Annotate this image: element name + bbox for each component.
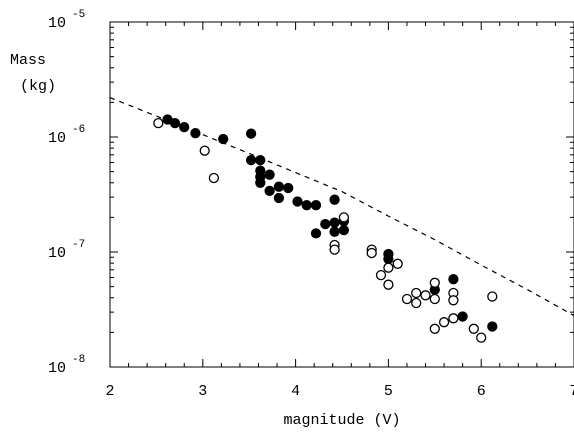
- open-data-point: [208, 172, 220, 184]
- filled-data-point: [255, 177, 266, 188]
- open-data-point: [487, 291, 498, 302]
- y-tick-label-exponent: -8: [72, 354, 85, 366]
- x-tick-label: 7: [569, 383, 574, 400]
- filled-data-point: [218, 133, 229, 145]
- open-data-point: [199, 145, 210, 156]
- open-data-point: [366, 247, 377, 259]
- open-data-point: [429, 293, 440, 305]
- filled-data-point: [245, 154, 257, 166]
- filled-data-point: [169, 117, 181, 129]
- open-data-point: [392, 258, 403, 269]
- open-data-point: [448, 313, 459, 324]
- y-tick-label: 10 -7: [48, 239, 85, 262]
- y-tick-label-base: 10: [48, 245, 66, 262]
- open-data-point: [448, 295, 459, 306]
- y-axis-label-line2: (kg): [20, 78, 56, 95]
- x-tick-label: 2: [105, 383, 114, 400]
- filled-data-point: [329, 217, 340, 228]
- filled-data-point: [329, 194, 340, 205]
- x-tick-label: 3: [198, 383, 207, 400]
- x-axis-label: magnitude (V): [283, 412, 400, 429]
- filled-data-point: [448, 274, 459, 285]
- filled-data-point: [273, 181, 285, 192]
- y-tick-label-base: 10: [48, 15, 66, 32]
- open-data-point: [383, 279, 394, 290]
- x-tick-labels: 2 3 4 5 6 7: [105, 383, 574, 400]
- data-points: [153, 114, 498, 343]
- filled-data-point: [320, 218, 331, 230]
- y-tick-label-exponent: -7: [72, 239, 85, 251]
- y-tick-label-exponent: -5: [72, 9, 85, 21]
- y-tick-labels: 10 -8 10 -7 10 -6 10 -5: [48, 9, 85, 377]
- x-tick-label: 5: [384, 383, 393, 400]
- filled-data-point: [329, 226, 340, 237]
- filled-data-point: [264, 169, 275, 180]
- open-data-point: [468, 323, 479, 334]
- y-tick-label: 10 -8: [48, 354, 85, 377]
- filled-data-point: [273, 192, 285, 204]
- open-data-point: [411, 287, 422, 299]
- filled-data-point: [383, 253, 394, 265]
- filled-data-point: [487, 321, 498, 332]
- open-data-point: [383, 262, 394, 273]
- y-tick-label: 10 -6: [48, 124, 85, 147]
- filled-data-point: [338, 224, 350, 236]
- filled-data-point: [179, 121, 190, 133]
- filled-data-point: [264, 185, 275, 197]
- open-data-point: [153, 117, 164, 129]
- open-data-point: [429, 323, 440, 334]
- filled-data-point: [457, 311, 468, 322]
- filled-data-point: [292, 196, 303, 207]
- open-data-point: [338, 212, 350, 223]
- filled-data-point: [190, 128, 201, 139]
- open-data-point: [375, 269, 387, 281]
- y-axis-label-line1: Mass: [10, 52, 46, 69]
- plot-frame: [109, 21, 574, 368]
- open-data-point: [420, 290, 431, 301]
- open-data-point: [429, 277, 440, 288]
- open-data-point: [411, 297, 422, 309]
- y-tick-label-base: 10: [48, 130, 66, 147]
- tick-marks: [109, 22, 574, 368]
- dashed-trend-line: [109, 97, 574, 317]
- filled-data-point: [255, 154, 266, 166]
- open-data-point: [476, 332, 487, 343]
- x-tick-label: 6: [477, 383, 486, 400]
- filled-data-point: [283, 182, 294, 194]
- filled-data-point: [301, 200, 312, 211]
- open-data-point: [401, 293, 413, 305]
- x-tick-label: 4: [291, 383, 300, 400]
- open-data-point: [329, 244, 340, 255]
- y-tick-label-exponent: -6: [72, 124, 85, 136]
- y-tick-label: 10 -5: [48, 9, 85, 32]
- y-tick-label-base: 10: [48, 360, 66, 377]
- filled-data-point: [245, 128, 257, 139]
- open-data-point: [438, 317, 450, 328]
- filled-data-point: [310, 200, 322, 211]
- filled-data-point: [310, 228, 322, 239]
